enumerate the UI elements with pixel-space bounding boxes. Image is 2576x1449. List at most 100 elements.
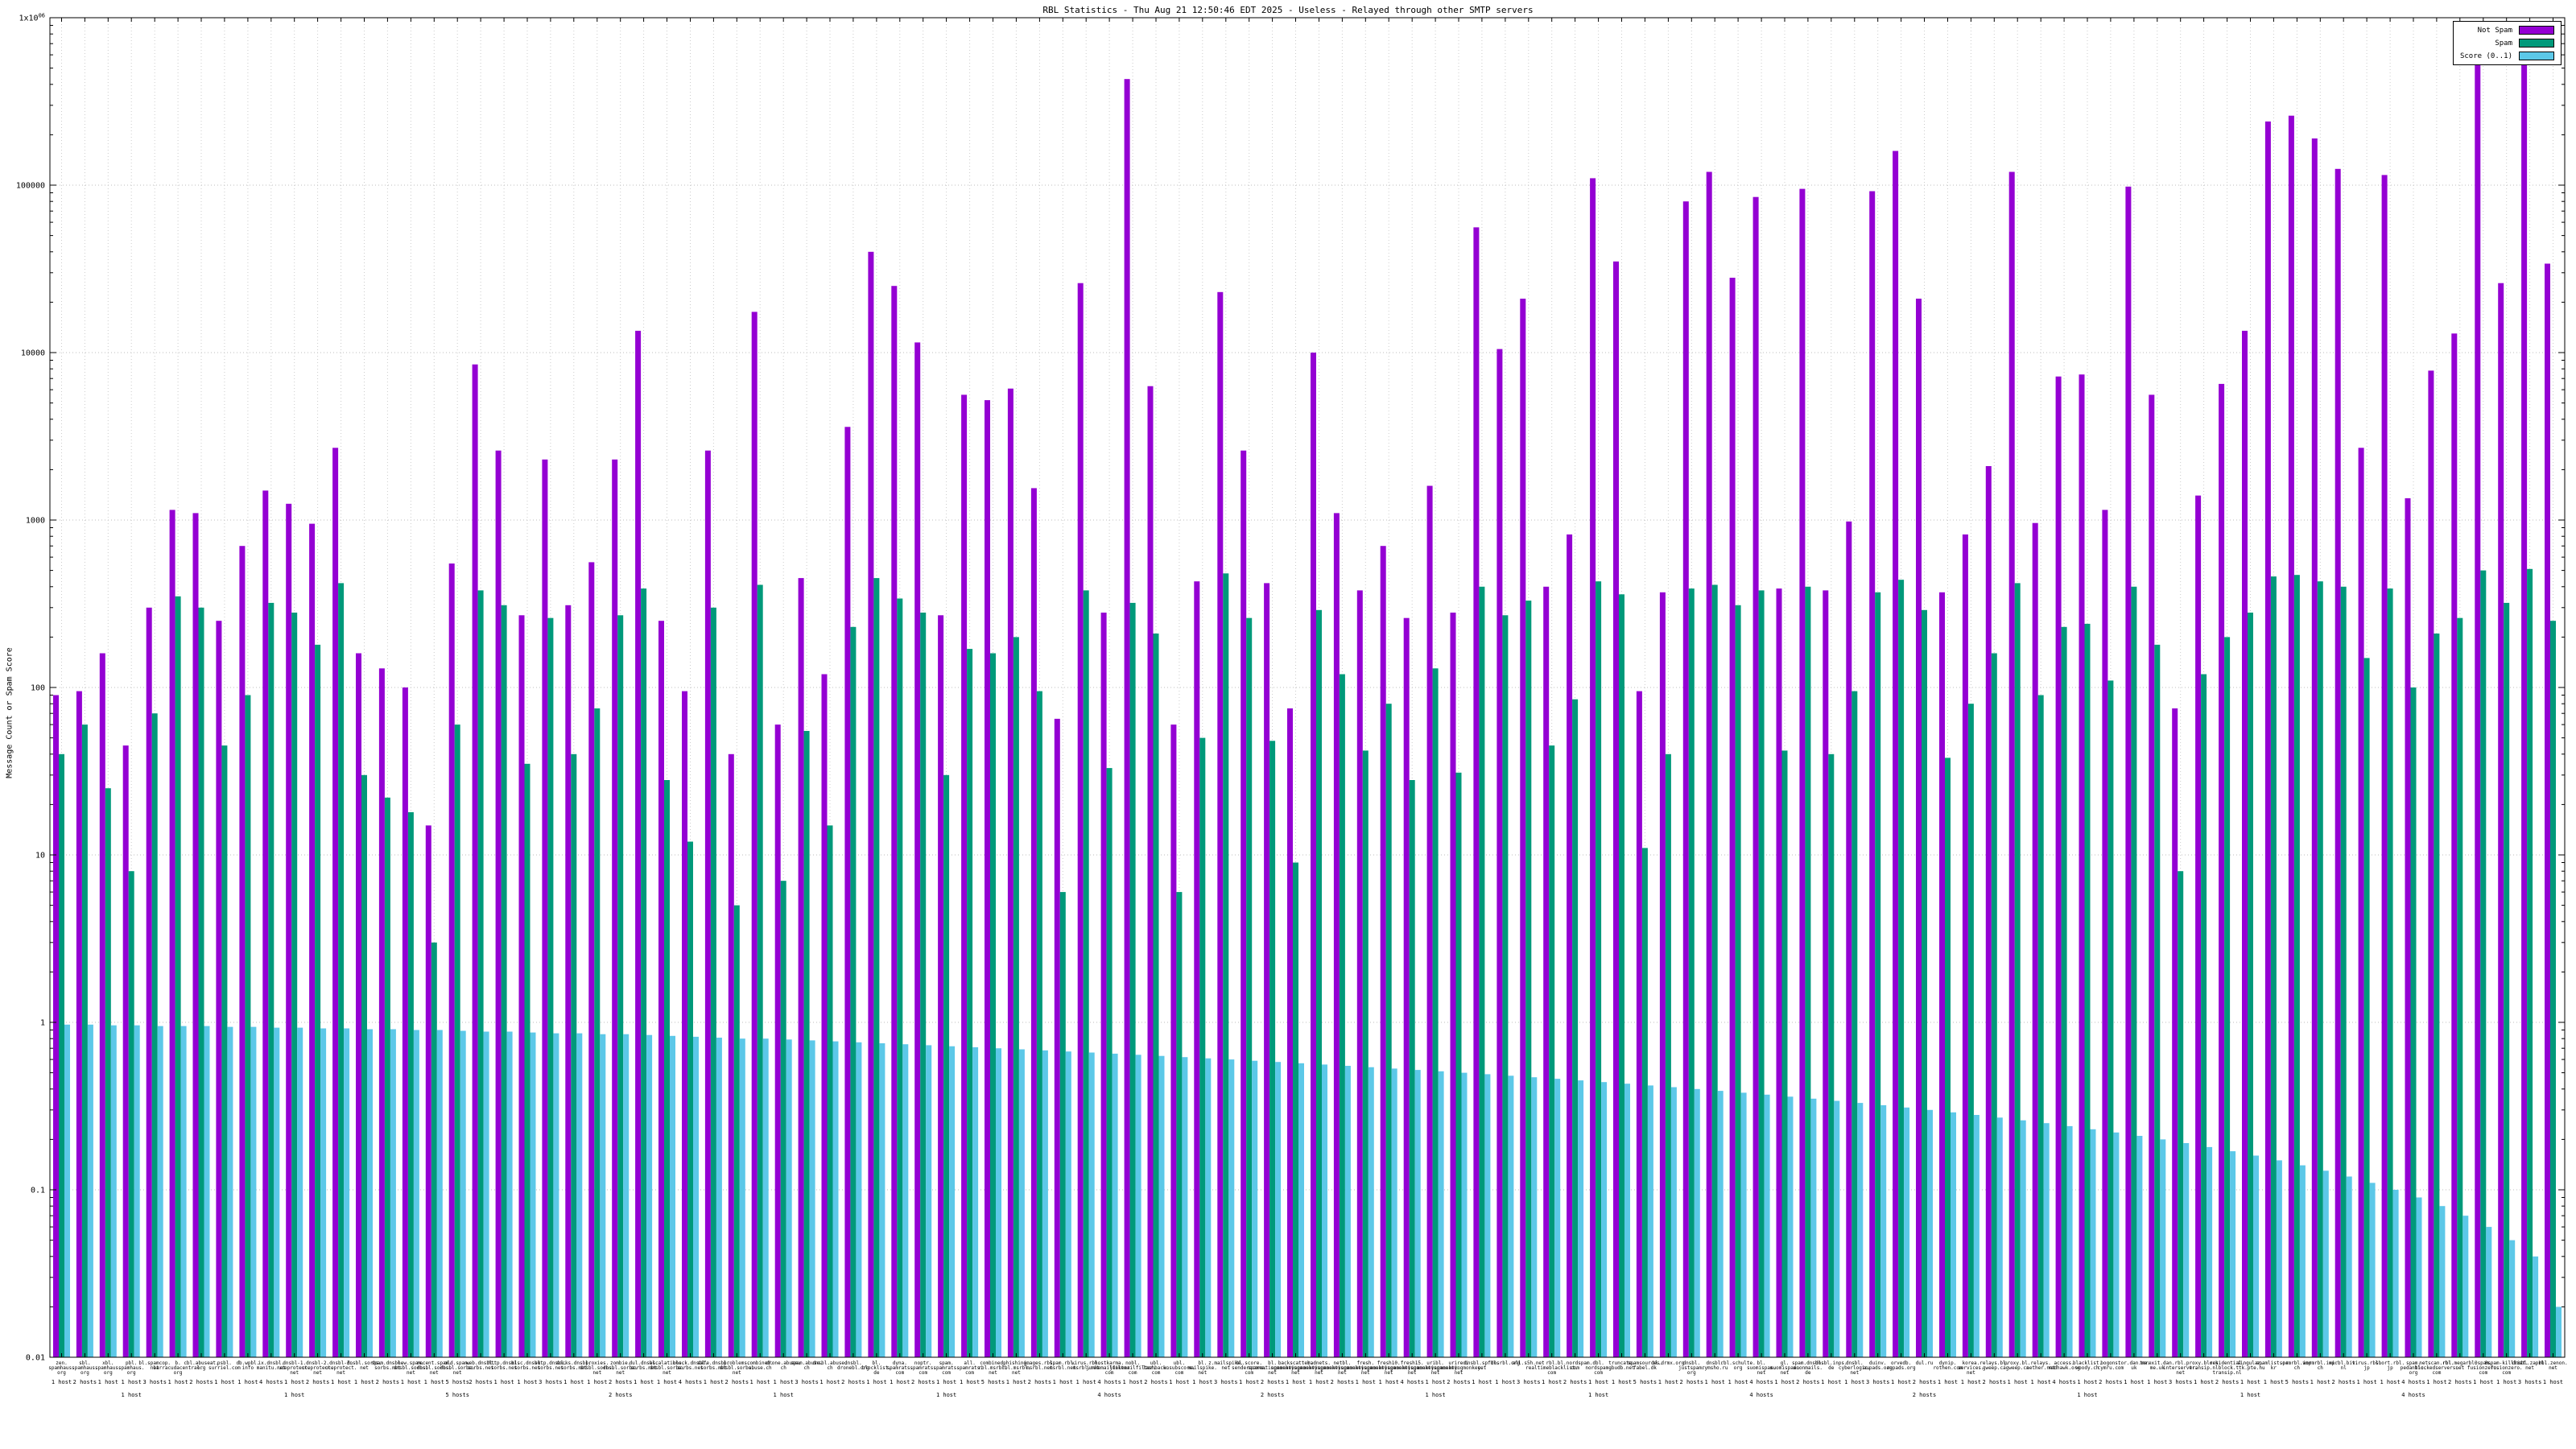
x-tick-label: proxy.bl. — [2004, 1360, 2031, 1366]
x-tick-label: combined. — [747, 1360, 774, 1366]
x-tick-label: dnsbl. — [1682, 1360, 1700, 1366]
bar-score — [1951, 1112, 1956, 1357]
x-tick-label: dnsbl.sorbs. — [580, 1365, 614, 1371]
x-tick-label: fabel.dk — [1633, 1365, 1657, 1371]
x-tick-label: nether.net — [2026, 1365, 2056, 1371]
bar-score — [670, 1035, 675, 1357]
bar-score — [972, 1046, 979, 1357]
bar-spam — [1223, 573, 1229, 1357]
x-tick-label: duinv. — [1869, 1360, 1887, 1366]
x-tick-label: db.wpbl. — [236, 1360, 259, 1366]
bar-not-spam — [2079, 374, 2085, 1358]
bar-spam — [245, 695, 251, 1357]
bar-not-spam — [1333, 513, 1340, 1357]
x-host-label: 1 host — [1006, 1379, 1026, 1385]
y-axis-title: Message Count or Spam Score — [5, 647, 14, 778]
bar-not-spam — [1962, 534, 1968, 1357]
x-host-label: 1 host — [1286, 1379, 1306, 1385]
bar-spam — [1059, 892, 1066, 1357]
x-tick-label: net — [1757, 1370, 1766, 1376]
x-tick-label: org — [1687, 1370, 1696, 1376]
bar-spam — [1409, 780, 1415, 1357]
bar-not-spam — [1869, 191, 1876, 1357]
x-group-label: 4 hosts — [1097, 1392, 1121, 1398]
bar-spam — [1922, 609, 1927, 1357]
bar-not-spam — [239, 546, 246, 1357]
x-host-label: 1 host — [1728, 1379, 1748, 1385]
bar-not-spam — [868, 251, 874, 1357]
bar-score — [227, 1026, 233, 1357]
bar-spam — [2527, 568, 2533, 1357]
x-host-label: 2 hosts — [2331, 1379, 2355, 1385]
x-tick-label: net — [2525, 1365, 2534, 1371]
bar-not-spam — [2055, 376, 2062, 1358]
bar-spam — [2550, 621, 2556, 1357]
x-group-label: 2 hosts — [1261, 1392, 1285, 1398]
x-tick-label: ch — [827, 1365, 833, 1371]
x-tick-label: bl. — [1198, 1360, 1207, 1366]
x-host-label: 1 host — [2310, 1379, 2330, 1385]
x-host-label: 2 hosts — [1680, 1379, 1704, 1385]
x-host-label: 1 host — [2380, 1379, 2400, 1385]
x-tick-label: net — [663, 1370, 671, 1376]
bar-score — [2369, 1183, 2376, 1357]
legend-label-spam: Spam — [2495, 39, 2512, 47]
x-tick-label: ch — [2294, 1365, 2301, 1371]
bar-spam — [1688, 588, 1695, 1357]
x-tick-label: woody.ch — [2076, 1365, 2099, 1371]
bar-score — [786, 1039, 792, 1357]
x-host-label: 1 host — [960, 1379, 980, 1385]
x-tick-label: de — [873, 1370, 880, 1376]
x-tick-label: bl.drmx.org — [1653, 1360, 1685, 1366]
x-tick-label: net — [1361, 1370, 1370, 1376]
bar-score — [1322, 1064, 1327, 1357]
x-host-label: 1 host — [424, 1379, 444, 1385]
x-tick-label: spamlist.or. — [2256, 1360, 2291, 1366]
x-tick-label: org — [80, 1370, 89, 1376]
x-tick-label: de — [1828, 1365, 1835, 1371]
x-tick-label: ubl. — [1150, 1360, 1162, 1366]
bar-not-spam — [2498, 283, 2504, 1358]
x-tick-label: de — [1805, 1370, 1811, 1376]
bar-spam — [1316, 609, 1322, 1357]
x-tick-label: sorbs.net — [538, 1365, 564, 1371]
bar-not-spam — [2545, 263, 2550, 1357]
x-tick-label: net — [1385, 1370, 1393, 1376]
bar-spam — [617, 615, 624, 1357]
x-host-label: 2 hosts — [2448, 1379, 2472, 1385]
x-host-label: 3 hosts — [539, 1379, 563, 1385]
bar-score — [1298, 1063, 1304, 1357]
bar-score — [1205, 1058, 1212, 1357]
x-tick-label: com — [2432, 1370, 2441, 1376]
x-tick-label: dul.dnsbl. — [630, 1360, 658, 1366]
x-tick-label: com — [1245, 1370, 1253, 1376]
x-host-label: 3 hosts — [1517, 1379, 1541, 1385]
bar-spam — [1269, 741, 1276, 1357]
x-tick-label: com — [919, 1370, 927, 1376]
bar-score — [739, 1038, 745, 1357]
x-tick-label: spameatingmonkey. — [1341, 1365, 1390, 1371]
bar-spam — [757, 584, 763, 1357]
x-tick-label: com — [1174, 1370, 1183, 1376]
x-tick-label: junkemailfilter. — [1086, 1365, 1133, 1371]
bar-not-spam — [216, 621, 222, 1357]
x-tick-label: rbl.msrbl. — [978, 1365, 1007, 1371]
y-tick-label: 0.1 — [31, 1187, 45, 1195]
bar-spam — [1805, 586, 1811, 1357]
x-tick-label: services. — [1958, 1365, 1984, 1371]
x-group-label: 1 host — [2240, 1392, 2260, 1398]
x-tick-label: uceprotect. — [279, 1365, 311, 1371]
x-tick-label: ch — [803, 1365, 810, 1371]
x-tick-label: spameatingmonkey. — [1248, 1365, 1297, 1371]
bar-spam — [268, 602, 275, 1357]
x-tick-label: spameatingmonkey. — [1318, 1365, 1367, 1371]
x-group-label: 4 hosts — [1749, 1392, 1773, 1398]
x-host-label: 5 hosts — [445, 1379, 469, 1385]
bar-not-spam — [2172, 708, 2178, 1357]
bar-spam — [1293, 862, 1298, 1357]
bar-score — [600, 1034, 606, 1357]
x-tick-label: nordspam. — [1585, 1365, 1612, 1371]
x-tick-label: me.uk — [2150, 1365, 2165, 1371]
bar-spam — [501, 605, 507, 1357]
bar-score — [2253, 1155, 2259, 1357]
